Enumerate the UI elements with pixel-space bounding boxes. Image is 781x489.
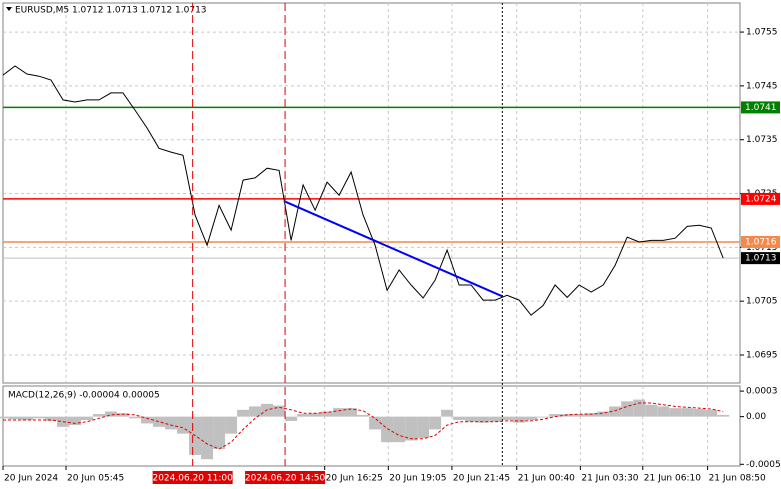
macd-bar bbox=[441, 409, 454, 417]
price-line bbox=[2, 65, 724, 316]
y-tick-label: 1.0755 bbox=[746, 28, 778, 38]
x-tick-label: 20 Jun 16:25 bbox=[326, 474, 383, 484]
marker-label-box bbox=[245, 471, 326, 484]
y-tick-label: 0.00 bbox=[746, 412, 766, 422]
macd-bar bbox=[573, 414, 586, 417]
y-tick-label: 1.0705 bbox=[746, 297, 778, 307]
chart-title: EURUSD,M5 1.0712 1.0713 1.0712 1.0713 bbox=[15, 6, 207, 16]
macd-bar bbox=[429, 416, 442, 430]
y-tick-label: -0.00056 bbox=[746, 460, 781, 470]
macd-bar bbox=[381, 416, 394, 443]
macd-bar bbox=[465, 416, 478, 422]
macd-bar bbox=[657, 406, 670, 417]
macd-bar bbox=[693, 408, 706, 417]
y-tick-label: 1.0695 bbox=[746, 351, 778, 361]
macd-bar bbox=[69, 416, 82, 426]
macd-bar bbox=[225, 416, 238, 434]
macd-bar bbox=[705, 409, 718, 417]
macd-bar bbox=[213, 416, 226, 449]
menu-triangle bbox=[6, 7, 12, 11]
y-tick-label: 0.0003 bbox=[746, 387, 778, 397]
marker-label-box bbox=[152, 471, 233, 484]
macd-frame bbox=[2, 385, 741, 467]
macd-bar bbox=[669, 408, 682, 417]
macd-bar bbox=[453, 416, 466, 421]
macd-bar bbox=[9, 416, 22, 420]
marker-label: 2024.06.20 14:50 bbox=[245, 474, 326, 484]
signal-line bbox=[3, 402, 724, 450]
macd-bar bbox=[105, 411, 118, 417]
macd-bar bbox=[597, 411, 610, 417]
macd-bar bbox=[369, 416, 382, 430]
macd-bar bbox=[237, 409, 250, 417]
macd-bar bbox=[633, 399, 646, 417]
macd-bar bbox=[417, 416, 430, 438]
y-tick-label: 1.0735 bbox=[746, 135, 778, 145]
macd-bar bbox=[321, 411, 334, 417]
level-label-box bbox=[741, 192, 780, 205]
x-tick-label: 20 Jun 19:05 bbox=[389, 474, 446, 484]
macd-bar bbox=[477, 416, 490, 423]
macd-bar bbox=[525, 416, 538, 421]
macd-bar bbox=[93, 414, 106, 417]
marker-label: 2024.06.20 11:00 bbox=[152, 474, 233, 484]
macd-bar bbox=[393, 416, 406, 443]
macd-bar bbox=[621, 401, 634, 417]
main-frame bbox=[2, 2, 741, 384]
macd-title: MACD(12,26,9) -0.00004 0.00005 bbox=[8, 391, 160, 401]
macd-bar bbox=[21, 416, 34, 421]
trend-line bbox=[283, 200, 503, 298]
macd-bar bbox=[297, 414, 310, 417]
macd-bar bbox=[141, 416, 154, 424]
x-tick-label: 20 Jun 2024 bbox=[4, 474, 58, 484]
macd-bar bbox=[33, 416, 46, 419]
macd-bar bbox=[681, 408, 694, 417]
macd-bar bbox=[177, 416, 190, 434]
y-tick-label: 1.0745 bbox=[746, 81, 778, 91]
macd-bar bbox=[81, 416, 94, 421]
macd-bar bbox=[333, 408, 346, 417]
macd-bar bbox=[501, 416, 514, 421]
macd-bar bbox=[273, 405, 286, 417]
level-label-box bbox=[741, 101, 780, 114]
macd-bar bbox=[405, 416, 418, 441]
macd-bar bbox=[153, 416, 166, 427]
x-tick-label: 21 Jun 00:40 bbox=[518, 474, 575, 484]
macd-bar bbox=[645, 404, 658, 417]
macd-bar bbox=[537, 416, 550, 418]
macd-bar bbox=[609, 406, 622, 417]
bid-label-box bbox=[741, 252, 780, 265]
macd-bar bbox=[717, 414, 730, 417]
macd-bar bbox=[285, 416, 298, 421]
macd-bar bbox=[513, 416, 526, 423]
macd-bar bbox=[201, 416, 214, 460]
x-tick-label: 21 Jun 08:50 bbox=[709, 474, 766, 484]
level-label: 1.0724 bbox=[745, 194, 777, 204]
x-tick-label: 21 Jun 06:10 bbox=[644, 474, 701, 484]
macd-bar bbox=[357, 414, 370, 417]
macd-bar bbox=[0, 416, 9, 419]
macd-bar bbox=[129, 416, 142, 419]
x-tick-label: 20 Jun 05:45 bbox=[67, 474, 124, 484]
macd-bar bbox=[549, 414, 562, 417]
macd-bar bbox=[585, 413, 598, 417]
macd-bar bbox=[117, 413, 130, 417]
level-label-box bbox=[741, 235, 780, 248]
macd-bar bbox=[45, 416, 58, 421]
macd-bar bbox=[489, 416, 502, 422]
macd-bar bbox=[249, 406, 262, 417]
level-label: 1.0716 bbox=[745, 237, 777, 247]
level-label: 1.0741 bbox=[745, 103, 777, 113]
macd-bar bbox=[345, 408, 358, 417]
x-tick-label: 20 Jun 21:45 bbox=[453, 474, 510, 484]
bid-label: 1.0713 bbox=[745, 254, 777, 264]
macd-bar bbox=[165, 416, 178, 430]
x-tick-label: 21 Jun 03:30 bbox=[581, 474, 638, 484]
macd-bar bbox=[309, 413, 322, 417]
